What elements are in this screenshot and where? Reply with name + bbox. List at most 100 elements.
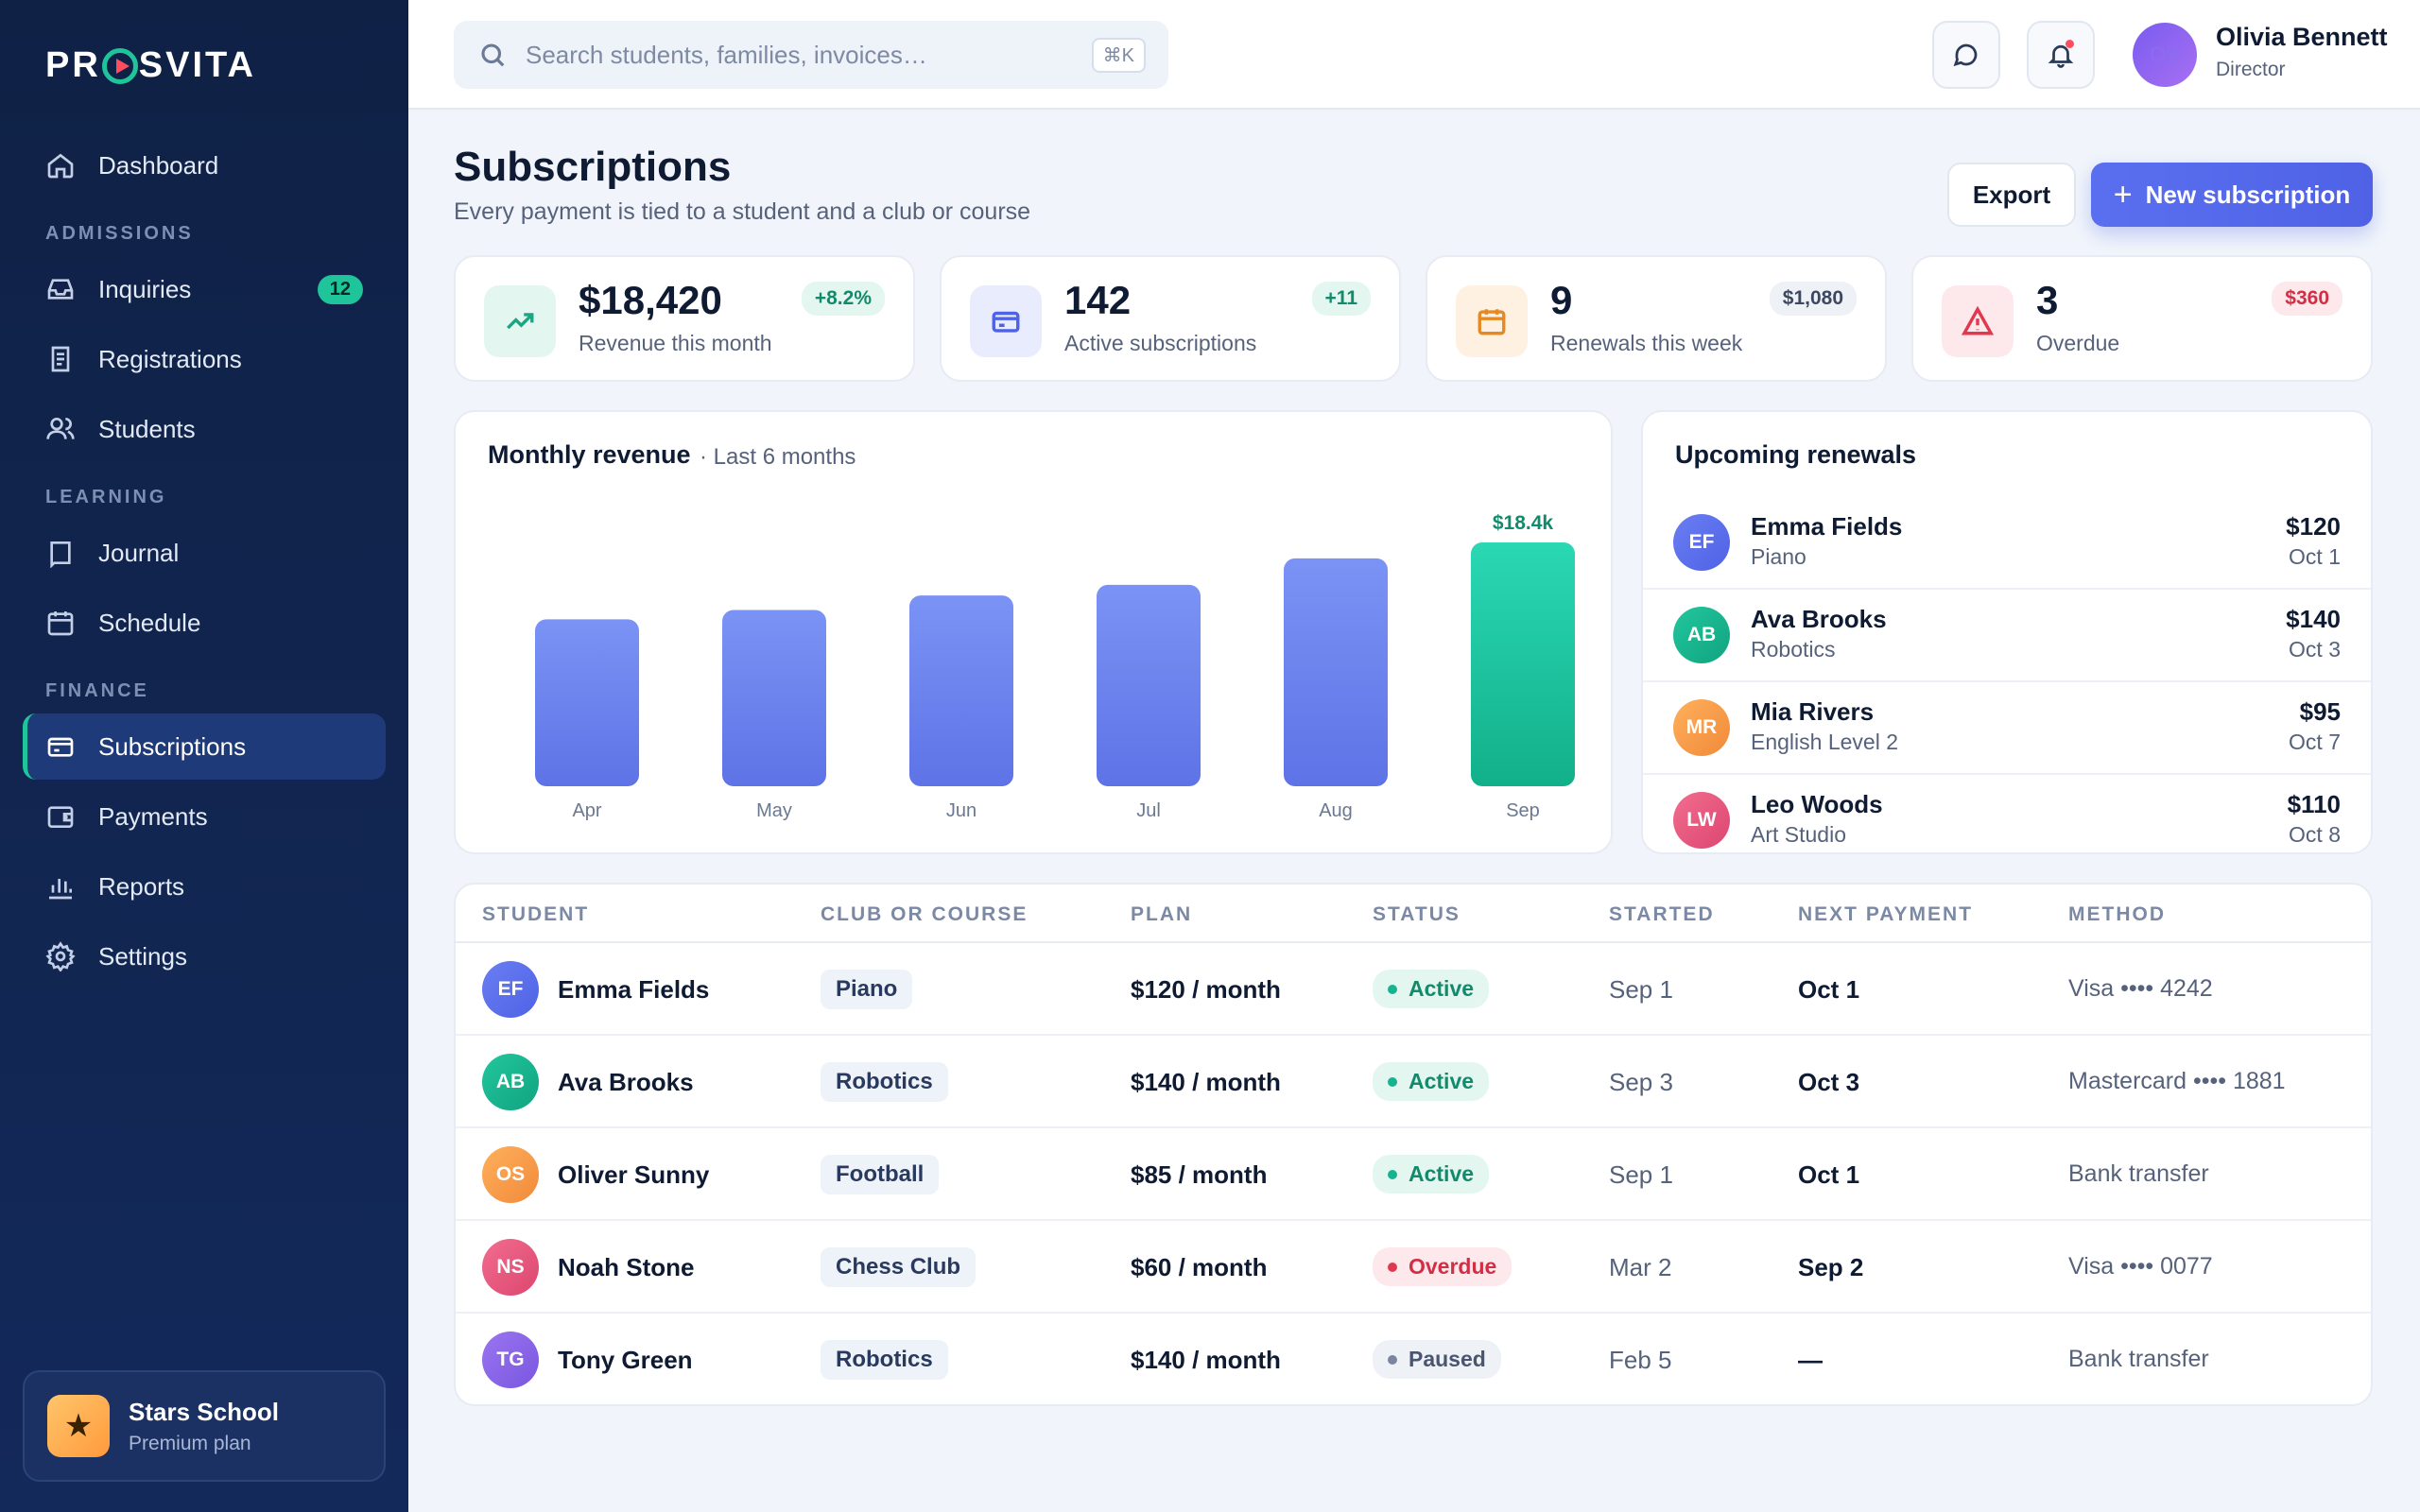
- subscriptions-table: STUDENT CLUB OR COURSE PLAN STATUS START…: [454, 883, 2373, 1406]
- status-badge: Overdue: [1373, 1247, 1512, 1286]
- school-plan: Premium plan: [129, 1432, 251, 1454]
- bar-may[interactable]: [722, 610, 826, 786]
- column-header-method[interactable]: METHOD: [2068, 903, 2166, 925]
- brand-logo[interactable]: PR SVITA: [45, 45, 256, 86]
- renewal-course: Robotics: [1751, 637, 1836, 662]
- next-payment-date: Oct 1: [1798, 975, 1860, 1004]
- sidebar-item-dashboard[interactable]: Dashboard: [23, 132, 386, 198]
- avatar: TG: [482, 1332, 539, 1388]
- table-row[interactable]: OS Oliver Sunny Football $85 / month Act…: [456, 1128, 2371, 1221]
- next-payment-date: —: [1798, 1346, 1823, 1374]
- trend-up-icon: [484, 285, 556, 357]
- document-icon: [51, 346, 70, 372]
- search-input[interactable]: [526, 40, 1074, 70]
- sidebar-item-schedule[interactable]: Schedule: [23, 590, 386, 656]
- list-item[interactable]: AB Ava Brooks Robotics $140 Oct 3: [1643, 590, 2371, 682]
- export-button[interactable]: Export: [1947, 163, 2076, 227]
- student-name: Oliver Sunny: [558, 1160, 710, 1189]
- club-tag: Robotics: [821, 1062, 948, 1102]
- column-header-student[interactable]: STUDENT: [482, 903, 590, 925]
- column-header-next-payment[interactable]: NEXT PAYMENT: [1798, 903, 1974, 925]
- school-switcher[interactable]: ★ Stars School Premium plan: [23, 1370, 386, 1482]
- column-header-club[interactable]: CLUB OR COURSE: [821, 903, 1028, 925]
- status-label: Active: [1409, 1069, 1475, 1093]
- bar-sep[interactable]: [1471, 542, 1575, 786]
- avatar[interactable]: OB: [2133, 23, 2197, 87]
- renewal-date: Oct 1: [2289, 544, 2341, 569]
- sidebar-item-journal[interactable]: Journal: [23, 520, 386, 586]
- student-name: Tony Green: [558, 1346, 693, 1374]
- book-icon: [50, 541, 71, 568]
- club-tag: Piano: [821, 970, 913, 1009]
- next-payment-date: Oct 3: [1798, 1068, 1860, 1096]
- sidebar-item-reports[interactable]: Reports: [23, 853, 386, 919]
- stat-value: 9: [1550, 278, 1573, 322]
- calendar-icon: [47, 611, 74, 636]
- student-name: Ava Brooks: [558, 1068, 694, 1096]
- table-row[interactable]: AB Ava Brooks Robotics $140 / month Acti…: [456, 1036, 2371, 1128]
- column-header-started[interactable]: STARTED: [1609, 903, 1715, 925]
- page-subtitle: Every payment is tied to a student and a…: [454, 198, 1031, 225]
- bar-apr[interactable]: [535, 619, 639, 786]
- status-badge: Active: [1373, 1062, 1490, 1101]
- plan-price: $85 / month: [1131, 1160, 1268, 1189]
- started-date: Mar 2: [1609, 1253, 1672, 1281]
- sidebar-item-registrations[interactable]: Registrations: [23, 326, 386, 392]
- status-dot: [1388, 1169, 1397, 1179]
- plan-price: $60 / month: [1131, 1253, 1268, 1281]
- new-subscription-label: New subscription: [2145, 180, 2351, 209]
- inquiries-count-badge: 12: [317, 274, 363, 304]
- plan-price: $140 / month: [1131, 1346, 1281, 1374]
- x-tick-label: May: [756, 800, 792, 821]
- club-tag: Football: [821, 1155, 940, 1194]
- table-header: STUDENT CLUB OR COURSE PLAN STATUS START…: [456, 885, 2371, 943]
- plus-icon: +: [2113, 176, 2133, 213]
- started-date: Sep 3: [1609, 1068, 1673, 1096]
- stat-badge: +11: [1311, 282, 1371, 316]
- search-shortcut-hint: ⌘K: [1091, 37, 1146, 73]
- alert-icon: [1942, 285, 2014, 357]
- calendar-icon: [1456, 285, 1528, 357]
- bar-chart-icon: [49, 879, 72, 900]
- status-label: Active: [1409, 976, 1475, 1001]
- sidebar-item-label: Students: [98, 414, 196, 443]
- renewal-student-name: Ava Brooks: [1751, 605, 1887, 633]
- table-row[interactable]: NS Noah Stone Chess Club $60 / month Ove…: [456, 1221, 2371, 1314]
- avatar: EF: [1673, 514, 1730, 571]
- star-icon: ★: [47, 1395, 110, 1457]
- card-icon: [47, 737, 74, 757]
- list-item[interactable]: MR Mia Rivers English Level 2 $95 Oct 7: [1643, 682, 2371, 775]
- column-header-status[interactable]: STATUS: [1373, 903, 1461, 925]
- data-label: $18.4k: [1493, 512, 1554, 534]
- column-header-plan[interactable]: PLAN: [1131, 903, 1193, 925]
- notification-dot: [2066, 40, 2074, 48]
- bar-jul[interactable]: [1097, 584, 1201, 786]
- sidebar-item-inquiries[interactable]: Inquiries 12: [23, 256, 386, 322]
- messages-button[interactable]: [1932, 21, 2000, 89]
- sidebar-item-label: Schedule: [98, 608, 201, 637]
- table-row[interactable]: TG Tony Green Robotics $140 / month Paus…: [456, 1314, 2371, 1404]
- renewals-list: EF Emma Fields Piano $120 Oct 1 AB Ava B…: [1643, 497, 2371, 852]
- status-dot: [1388, 984, 1397, 994]
- sidebar-item-payments[interactable]: Payments: [23, 783, 386, 850]
- notifications-button[interactable]: [2027, 21, 2095, 89]
- sidebar-item-subscriptions[interactable]: Subscriptions: [23, 713, 386, 780]
- bar-jun[interactable]: [909, 595, 1013, 786]
- next-payment-date: Oct 1: [1798, 1160, 1860, 1189]
- next-payment-date: Sep 2: [1798, 1253, 1864, 1281]
- table-row[interactable]: EF Emma Fields Piano $120 / month Active…: [456, 943, 2371, 1036]
- list-item[interactable]: EF Emma Fields Piano $120 Oct 1: [1643, 497, 2371, 590]
- list-item[interactable]: LW Leo Woods Art Studio $110 Oct 8: [1643, 775, 2371, 852]
- student-name: Noah Stone: [558, 1253, 695, 1281]
- sidebar-item-label: Reports: [98, 871, 185, 901]
- bar-aug[interactable]: [1284, 558, 1388, 786]
- search-bar[interactable]: ⌘K: [454, 21, 1168, 89]
- sidebar-item-settings[interactable]: Settings: [23, 923, 386, 989]
- renewal-amount: $140: [2286, 605, 2341, 633]
- plan-price: $120 / month: [1131, 975, 1281, 1004]
- new-subscription-button[interactable]: + New subscription: [2091, 163, 2373, 227]
- sidebar: PR SVITA Dashboard ADMISSIONS Inquiries …: [0, 0, 408, 1512]
- home-icon: [47, 153, 74, 179]
- sidebar-item-students[interactable]: Students: [23, 396, 386, 462]
- renewals-title: Upcoming renewals: [1675, 440, 1917, 469]
